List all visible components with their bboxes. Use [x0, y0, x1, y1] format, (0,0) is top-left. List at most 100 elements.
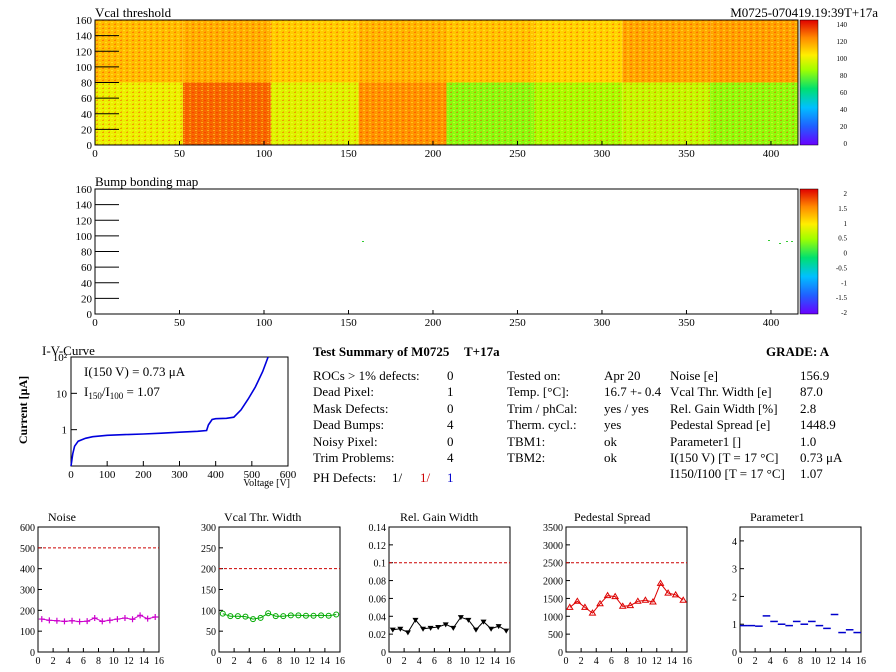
- plot-x-tick-label: 4: [594, 656, 599, 667]
- iv-y-tick-label: 1: [62, 425, 68, 437]
- iv-x-tick-label: 500: [244, 469, 261, 481]
- series-line: [41, 614, 156, 623]
- iv-x-tick-label: 300: [171, 469, 188, 481]
- summary-label: Noise [e]: [670, 368, 719, 383]
- data-point: [389, 627, 396, 633]
- data-point: [333, 611, 340, 618]
- plot-y-tick-label: 200: [201, 565, 216, 576]
- summary-value: yes: [604, 417, 622, 433]
- plot-frame: [37, 526, 160, 653]
- plot-x-tick-label: 14: [667, 656, 677, 667]
- map-y-tick-label: 100: [76, 231, 93, 243]
- map-x-tick-label: 300: [594, 148, 611, 160]
- map-y-tick-label: 160: [76, 184, 93, 196]
- data-point: [242, 613, 249, 620]
- plot-x-tick-label: 2: [402, 656, 407, 667]
- bump-map-x-axis: 0 50 100 150 200 250 300 350 400: [92, 310, 780, 329]
- plot-x-tick-label: 10: [637, 656, 647, 667]
- data-point: [656, 579, 665, 586]
- data-point: [472, 627, 479, 633]
- plot-x-tick-label: 0: [387, 656, 392, 667]
- iv-axes: 0 100 200 300 400 500 600 1 10 10²: [53, 352, 297, 481]
- summary-value: Apr 20: [604, 368, 641, 383]
- plot-y-tick-label: 500: [20, 544, 35, 555]
- data-point: [310, 612, 317, 619]
- map-x-tick-label: 250: [509, 148, 526, 160]
- data-point: [76, 618, 83, 625]
- color-scale-label: -1: [841, 279, 847, 287]
- plot-x-tick-label: 8: [798, 656, 803, 667]
- summary-value: ok: [604, 433, 617, 449]
- plot-y-tick-label: 2000: [543, 577, 563, 588]
- data-point: [318, 612, 325, 619]
- bump-defect-point: [791, 241, 793, 242]
- plot-y-tick-label: 0: [30, 648, 35, 659]
- iv-x-tick-label: 600: [280, 469, 297, 481]
- color-scale-label: 1: [844, 220, 848, 228]
- data-point: [618, 602, 627, 609]
- plot-x-tick-label: 14: [139, 656, 149, 667]
- map-x-tick-label: 0: [92, 148, 98, 160]
- summary-label: TBM2:: [507, 450, 546, 465]
- color-scale-label: -0.5: [836, 264, 848, 272]
- plot-y-tick-label: 3000: [543, 541, 563, 552]
- plot-x-tick-label: 10: [811, 656, 821, 667]
- bump-color-scale: [799, 188, 819, 315]
- iv-x-tick-label: 200: [135, 469, 152, 481]
- map-x-tick-label: 150: [340, 317, 357, 329]
- plot-y-tick-label: 0.04: [369, 612, 387, 623]
- data-point: [404, 630, 411, 636]
- map-y-tick-label: 40: [81, 278, 93, 290]
- plot-y-tick-label: 300: [201, 523, 216, 534]
- plot-x-tick-label: 12: [475, 656, 485, 667]
- iv-xlabel: Voltage [V]: [243, 478, 290, 489]
- data-point: [641, 596, 650, 603]
- data-point: [219, 610, 226, 617]
- bump-defect-point: [786, 241, 788, 242]
- plot-y-tick-label: 2500: [543, 559, 563, 570]
- summary-label: Parameter1 []: [670, 433, 742, 449]
- color-scale-label: 0: [844, 140, 848, 148]
- color-scale-label: 40: [840, 106, 848, 114]
- color-scale-label: 0: [844, 250, 848, 258]
- summary-value: 156.9: [800, 368, 830, 383]
- plot-x-tick-label: 0: [36, 656, 41, 667]
- plot-x-tick-label: 12: [826, 656, 836, 667]
- plot-frame: [565, 526, 688, 653]
- plot-y-tick-label: 0: [211, 648, 216, 659]
- map-y-tick-label: 120: [76, 215, 93, 227]
- data-point: [488, 626, 495, 632]
- data-point: [46, 617, 53, 624]
- data-point: [280, 613, 287, 620]
- color-scale-label: 140: [837, 21, 848, 29]
- plot-x-tick-label: 16: [682, 656, 692, 667]
- bump-map-panel: 0 50 100 150 200 250 300 350 400 020406080100120…: [76, 174, 848, 329]
- bump-defect-point: [362, 241, 364, 242]
- summary-value: 1.07: [800, 466, 823, 482]
- plot-x-tick-label: 0: [738, 656, 743, 667]
- plot-y-tick-label: 100: [20, 627, 35, 638]
- color-scale-label: -1.5: [836, 294, 848, 302]
- plot-y-tick-label: 0.14: [369, 523, 387, 534]
- vcal-map-y-axis: 0 20 40 60 80 100 120 140 160: [76, 15, 119, 152]
- data-point: [664, 589, 672, 596]
- map-x-tick-label: 400: [763, 317, 780, 329]
- plot-y-tick-label: 0.1: [374, 559, 387, 570]
- summary-value: 0.73 μA: [800, 450, 843, 465]
- map-y-tick-label: 0: [87, 309, 93, 321]
- plot-x-tick-label: 4: [417, 656, 422, 667]
- data-point: [53, 617, 60, 624]
- summary-label: Trim Problems:: [313, 450, 395, 465]
- ph-defects-value-3: 1: [447, 470, 454, 485]
- series-line: [569, 582, 684, 614]
- bump-map-y-axis: 0 20 40 60 80 100 120 140 160: [76, 184, 119, 321]
- series-line: [392, 616, 507, 634]
- data-point: [152, 614, 159, 620]
- map-x-tick-label: 300: [594, 317, 611, 329]
- plot-y-tick-label: 600: [20, 523, 35, 534]
- iv-x-tick-label: 100: [99, 469, 116, 481]
- summary-value: 1: [447, 384, 454, 400]
- data-point: [272, 613, 279, 620]
